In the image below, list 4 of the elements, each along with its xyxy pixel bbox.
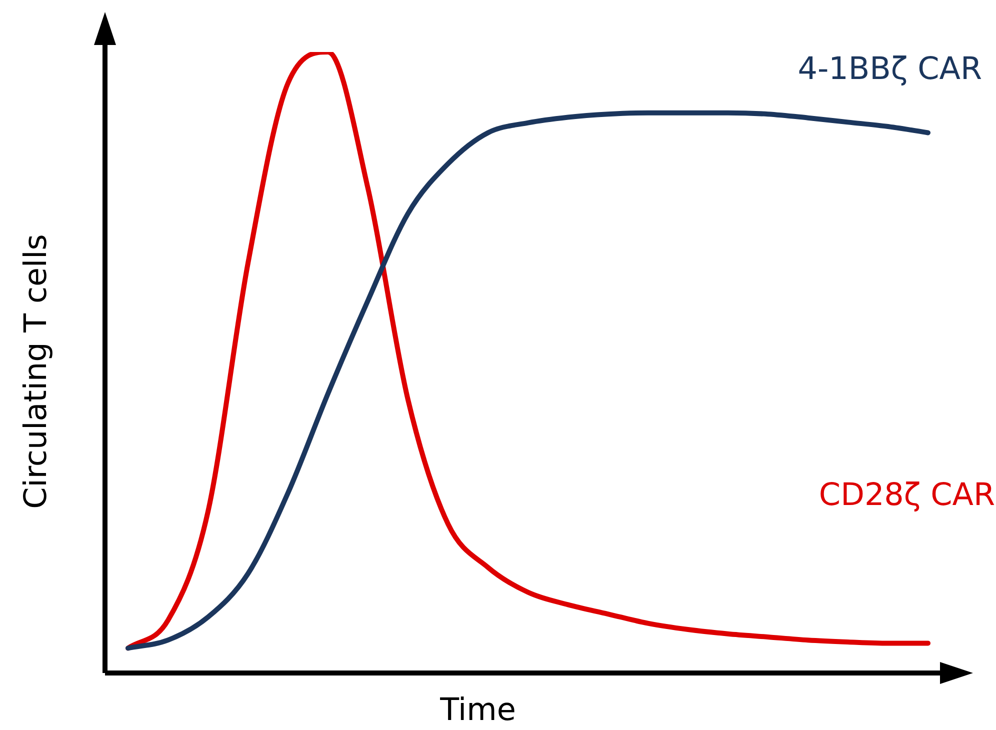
x-axis-title: Time <box>439 692 516 728</box>
text: CD28ζ CAR <box>818 477 995 514</box>
series-label: 4-1BBζ CAR <box>798 50 982 87</box>
y-axis-title: Circulating T cells <box>18 234 54 509</box>
